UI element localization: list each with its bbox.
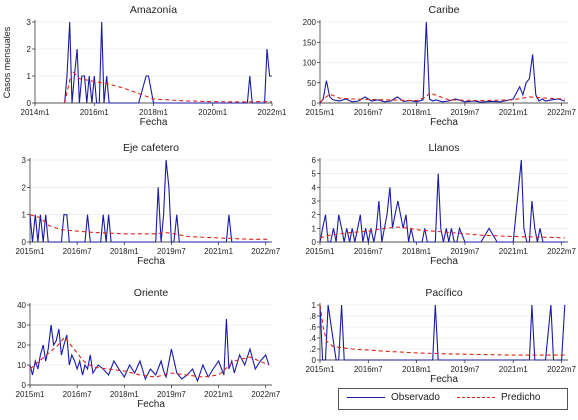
panel-5-xtick-label: 2019m7	[157, 390, 186, 399]
panel-2-series-observado	[319, 21, 565, 104]
panel-6-xtick-label: 2021m1	[499, 365, 528, 374]
panel-6-xtick-label: 2015m1	[306, 365, 335, 374]
panel-4-ytick-label: 4	[312, 183, 317, 192]
panel-3-xtick-label: 2022m7	[251, 247, 280, 256]
panel-2-xtick-label: 2018m1	[402, 108, 431, 117]
panel-5-xlabel: Fecha	[137, 399, 165, 410]
legend-label-predicted: Predicho	[501, 392, 541, 403]
panel-2-ytick-label: 0	[312, 99, 317, 108]
panel-4-xtick-label: 2015m1	[306, 247, 335, 256]
panel-6-ytick-label: .8	[309, 312, 316, 321]
panel-1-series-observado	[64, 21, 272, 104]
panel-4-xtick-label: 2019m7	[450, 247, 479, 256]
panel-2-xtick-label: 2016m7	[354, 108, 383, 117]
panel-4-ytick-label: 5	[312, 170, 317, 179]
panel-6-xtick-label: 2016m7	[354, 365, 383, 374]
panel-3-xlabel: Fecha	[137, 256, 165, 267]
panel-2-title: Caribe	[429, 4, 460, 16]
panel-1-ylabel: Casos mensuales	[2, 26, 12, 98]
panel-4-ytick-label: 6	[312, 156, 317, 165]
panel-1-title: Amazonía	[130, 4, 177, 16]
panel-4-xtick-label: 2021m1	[499, 247, 528, 256]
panel-4-ytick-label: 3	[312, 197, 317, 206]
panel-1-series-predicho	[64, 69, 272, 104]
panel-4-ytick-label: 2	[312, 211, 317, 220]
panel-1-ytick-label: 2	[27, 45, 32, 54]
panel-1-xtick-label: 2020m1	[198, 108, 227, 117]
legend-item-predicted: Predicho	[457, 392, 540, 403]
panel-1-xtick-label: 2022m1	[258, 108, 287, 117]
panel-5-ytick-label: 40	[17, 301, 26, 310]
panel-6-xtick-label: 2018m1	[402, 365, 431, 374]
panel-3-xtick-label: 2016m7	[63, 247, 92, 256]
panel-6-xtick-label: 2022m7	[547, 365, 576, 374]
panel-3-xtick-label: 2018m1	[110, 247, 139, 256]
panel-3-xtick-label: 2015m1	[16, 247, 45, 256]
panel-6-xtick-label: 2019m7	[450, 365, 479, 374]
panel-5-ytick-label: 30	[17, 321, 26, 330]
panel-6-ytick-label: .6	[309, 323, 316, 332]
panel-6-ytick-label: .2	[309, 345, 316, 354]
panel-4-xtick-label: 2022m7	[547, 247, 576, 256]
panel-3-title: Eje cafetero	[123, 142, 179, 154]
legend: Observado Predicho	[338, 388, 568, 410]
panel-4-xlabel: Fecha	[430, 256, 458, 267]
panel-3-ytick-label: 1	[22, 211, 27, 220]
panel-4-xtick-label: 2016m7	[354, 247, 383, 256]
panel-1-xtick-label: 2014m1	[21, 108, 50, 117]
panel-5-title: Oriente	[134, 287, 169, 299]
panel-2-xtick-label: 2021m1	[499, 108, 528, 117]
panel-1-xtick-label: 2018m1	[139, 108, 168, 117]
panel-2-xlabel: Fecha	[430, 117, 458, 128]
panel-6-ytick-label: .4	[309, 334, 316, 343]
panel-3-ytick-label: 2	[22, 183, 27, 192]
panel-6-ytick-label: 0	[312, 356, 317, 365]
panel-6-series-predicho	[319, 304, 565, 356]
panel-2-xtick-label: 2015m1	[306, 108, 335, 117]
panel-4-ytick-label: 1	[312, 224, 317, 233]
panel-4-xtick-label: 2018m1	[402, 247, 431, 256]
panel-6-title: Pacífico	[425, 287, 463, 299]
panel-1-xtick-label: 2016m1	[80, 108, 109, 117]
panel-3-ytick-label: 0	[22, 238, 27, 247]
panel-5-ytick-label: 20	[17, 341, 26, 350]
legend-swatch-observed	[347, 397, 385, 398]
panel-2-ytick-label: 50	[307, 79, 316, 88]
panel-5-ytick-label: 10	[17, 361, 26, 370]
panel-6-xlabel: Fecha	[430, 374, 458, 385]
panel-1-ytick-label: 1	[27, 72, 32, 81]
panel-5-xtick-label: 2021m1	[204, 390, 233, 399]
panel-2-series-predicho	[319, 92, 565, 103]
panel-1-ytick-label: 0	[27, 99, 32, 108]
panel-5-xtick-label: 2018m1	[110, 390, 139, 399]
panel-3-series-predicho	[29, 214, 269, 240]
panel-3-series-observado	[29, 159, 269, 243]
panel-5-xtick-label: 2015m1	[16, 390, 45, 399]
panel-3-xtick-label: 2021m1	[204, 247, 233, 256]
panel-5-series-observado	[29, 318, 270, 383]
panel-5-series-predicho	[29, 336, 270, 378]
panel-4-ytick-label: 0	[312, 238, 317, 247]
panel-5-xtick-label: 2022m7	[251, 390, 280, 399]
panel-5-ytick-label: 0	[22, 381, 27, 390]
panel-6-series-observado	[319, 304, 566, 361]
panel-3-xtick-label: 2019m7	[157, 247, 186, 256]
panel-2-ytick-label: 200	[303, 18, 317, 27]
panel-2-ytick-label: 100	[303, 59, 317, 68]
panel-1-ytick-label: 3	[27, 18, 32, 27]
panel-2-ytick-label: 150	[303, 38, 317, 47]
panel-1-xlabel: Fecha	[140, 117, 168, 128]
legend-swatch-predicted	[457, 397, 495, 398]
panel-4-title: Llanos	[429, 142, 460, 154]
panel-5-xtick-label: 2016m7	[63, 390, 92, 399]
panel-6-ytick-label: 1	[312, 301, 317, 310]
panel-4-series-predicho	[319, 226, 565, 239]
panel-2-xtick-label: 2019m7	[450, 108, 479, 117]
panel-3-ytick-label: 3	[22, 156, 27, 165]
legend-label-observed: Observado	[391, 392, 440, 403]
panel-2-xtick-label: 2022m7	[547, 108, 576, 117]
legend-item-observed: Observado	[347, 392, 440, 403]
